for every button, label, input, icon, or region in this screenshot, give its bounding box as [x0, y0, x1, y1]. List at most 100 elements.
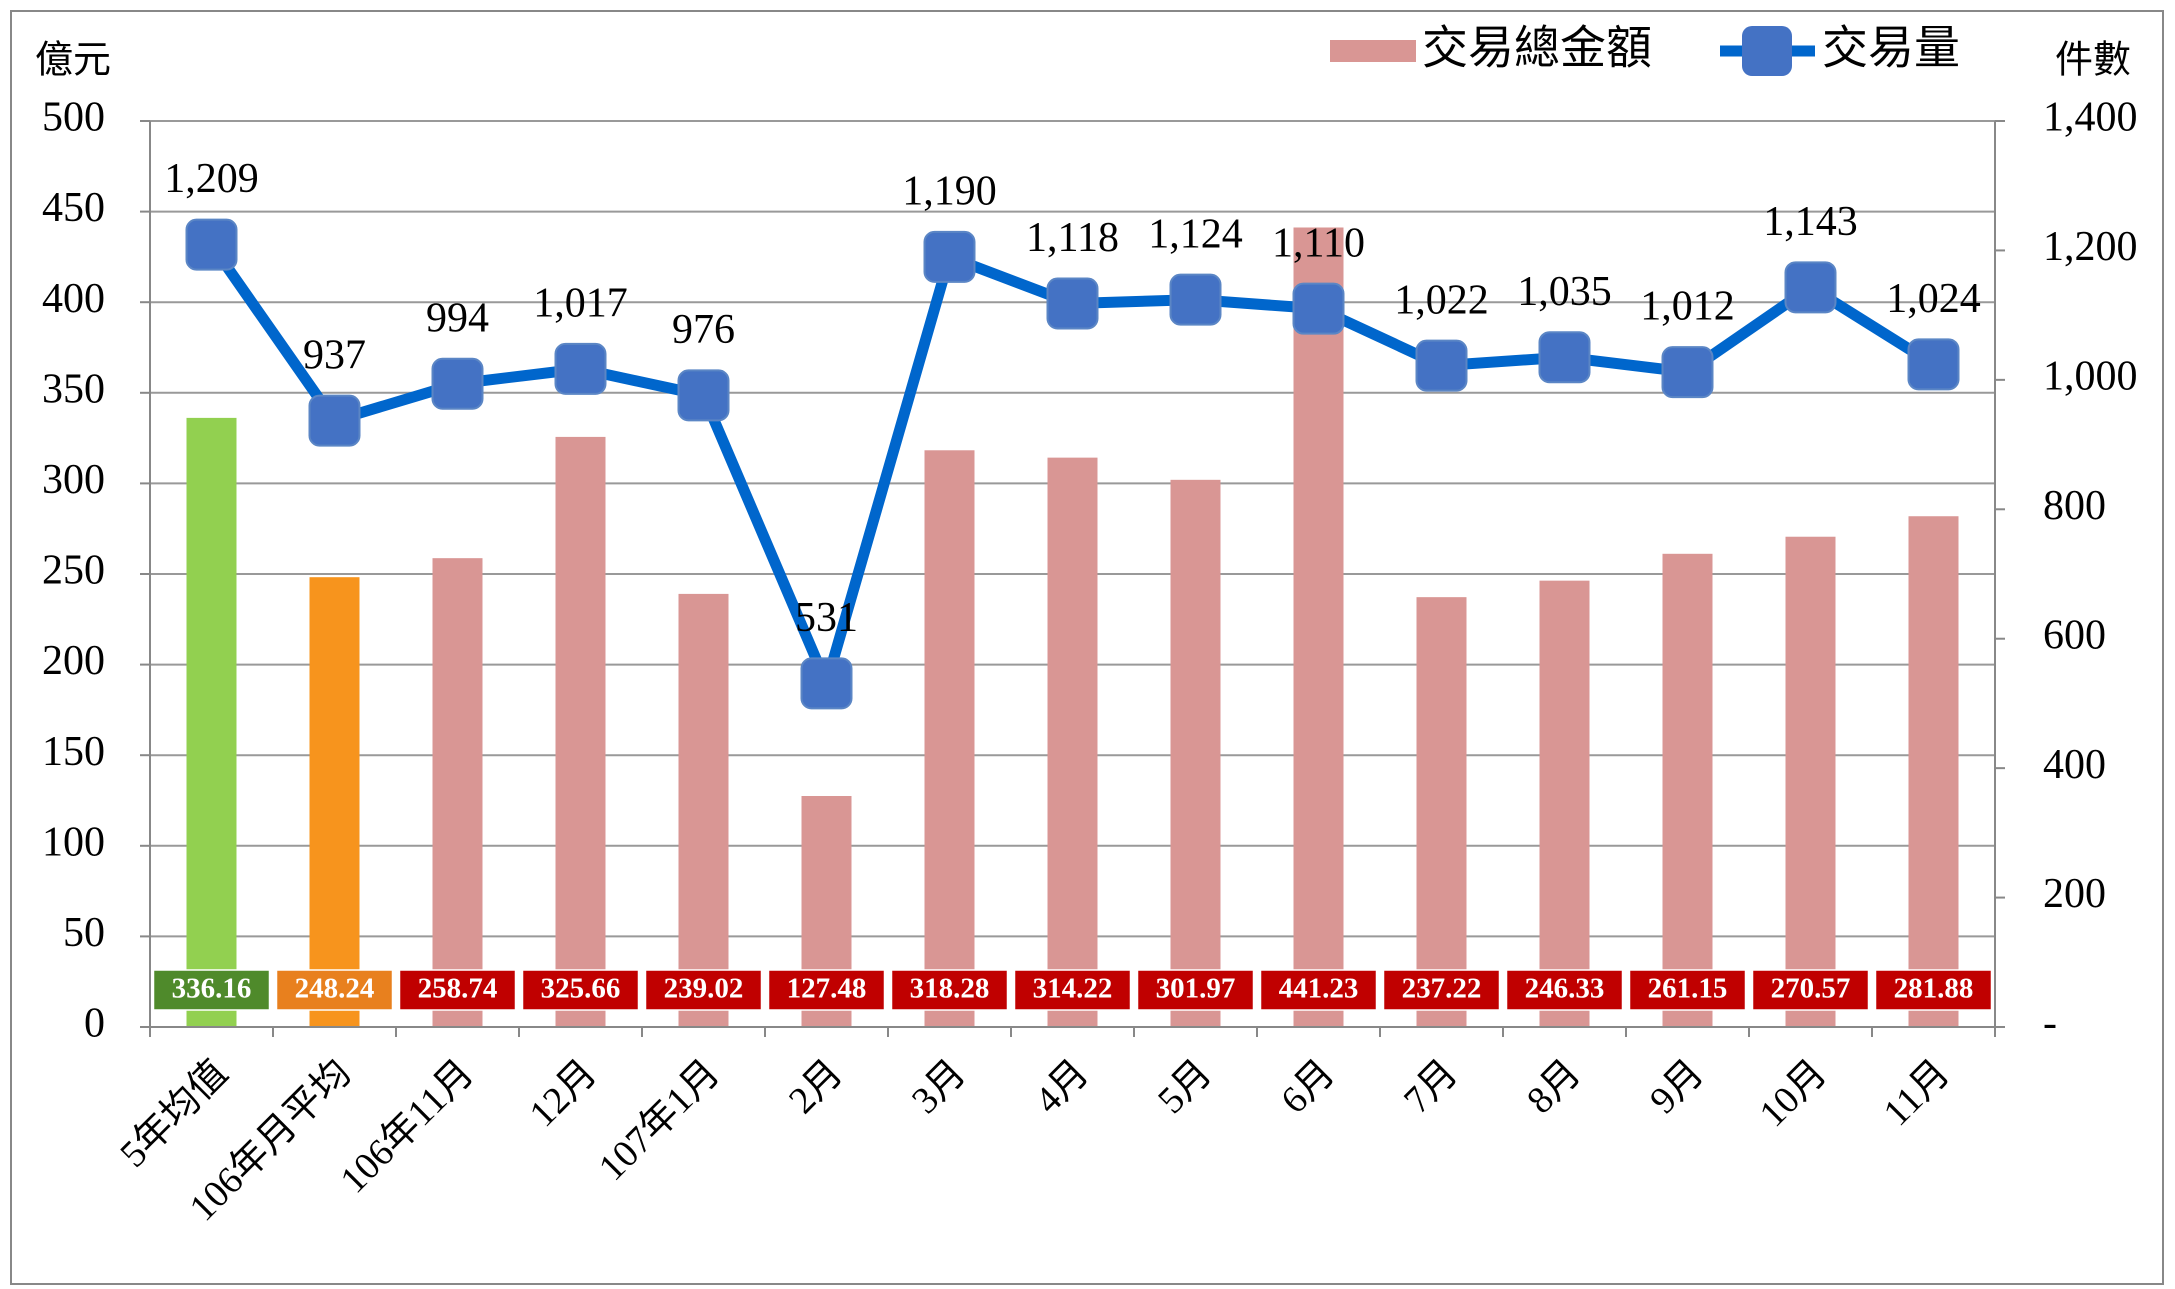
- value-label: 937: [303, 332, 366, 378]
- value-label: 325.66: [541, 973, 621, 1005]
- y2-tick-label: 200: [2043, 871, 2106, 917]
- value-label: 301.97: [1156, 973, 1236, 1005]
- value-label: 1,190: [902, 169, 997, 215]
- y2-tick-label: 1,000: [2043, 353, 2138, 399]
- value-label: 1,012: [1640, 284, 1735, 330]
- marker: [1046, 277, 1099, 330]
- marker: [1538, 331, 1591, 384]
- value-label-box: [521, 969, 640, 1011]
- value-label-box: [1751, 969, 1870, 1011]
- value-label: 1,110: [1272, 220, 1365, 266]
- marker: [923, 230, 976, 283]
- marker: [431, 357, 484, 410]
- value-label: 976: [672, 307, 735, 353]
- legend-label: 交易總金額: [1422, 23, 1652, 74]
- bar: [1539, 580, 1590, 1027]
- value-label: 441.23: [1279, 973, 1359, 1005]
- value-label: 994: [426, 295, 489, 341]
- value-label: 1,124: [1148, 211, 1243, 257]
- value-label-box: [152, 969, 271, 1011]
- value-label-box: [1259, 969, 1378, 1011]
- marker: [308, 394, 361, 447]
- bar: [678, 593, 729, 1027]
- value-label: 318.28: [910, 973, 990, 1005]
- y-tick-label: 400: [42, 276, 105, 322]
- value-label: 1,017: [533, 280, 628, 326]
- marker: [1292, 282, 1345, 335]
- value-label-box: [1136, 969, 1255, 1011]
- value-label: 1,143: [1763, 199, 1858, 245]
- bar: [309, 577, 360, 1027]
- y-tick-label: 0: [84, 1001, 105, 1047]
- value-label: 239.02: [664, 973, 744, 1005]
- value-label: 261.15: [1648, 973, 1728, 1005]
- marker: [800, 657, 853, 710]
- y-tick-label: 350: [42, 366, 105, 412]
- value-label: 258.74: [418, 973, 498, 1005]
- marker: [1415, 339, 1468, 392]
- marker: [1169, 273, 1222, 326]
- value-label-box: [1874, 969, 1993, 1011]
- y2-tick-label: 800: [2043, 483, 2106, 529]
- y-tick-label: 450: [42, 185, 105, 231]
- bar: [186, 417, 237, 1028]
- value-label: 281.88: [1894, 973, 1974, 1005]
- value-label: 314.22: [1033, 973, 1113, 1005]
- bar: [1293, 227, 1344, 1028]
- y-tick-label: 300: [42, 457, 105, 503]
- bar: [1416, 597, 1467, 1027]
- y2-axis-title: 件數: [2055, 40, 2131, 82]
- value-label: 1,022: [1394, 277, 1489, 323]
- y2-tick-label: 1,400: [2043, 95, 2138, 141]
- marker: [185, 218, 238, 271]
- value-label: 531: [795, 595, 858, 641]
- y-tick-label: 50: [63, 910, 105, 956]
- bar: [1785, 536, 1836, 1027]
- value-label: 1,209: [164, 156, 259, 202]
- bar: [1908, 516, 1959, 1027]
- y2-tick-label: -: [2043, 1001, 2057, 1047]
- marker: [677, 369, 730, 422]
- legend-label: 交易量: [1822, 23, 1960, 74]
- legend-swatch: [1330, 40, 1416, 62]
- marker: [1907, 338, 1960, 391]
- y2-tick-label: 400: [2043, 742, 2106, 788]
- marker: [1784, 261, 1837, 314]
- value-label: 336.16: [172, 973, 252, 1005]
- value-label-box: [398, 969, 517, 1011]
- value-label: 127.48: [787, 973, 867, 1005]
- marker: [554, 342, 607, 395]
- marker: [1661, 346, 1714, 399]
- value-label-box: [1628, 969, 1747, 1011]
- value-label-box: [890, 969, 1009, 1011]
- value-label: 1,035: [1517, 269, 1612, 315]
- value-label-box: [275, 969, 394, 1011]
- bar: [1662, 553, 1713, 1027]
- y-tick-label: 500: [42, 95, 105, 141]
- value-label: 246.33: [1525, 973, 1605, 1005]
- y-tick-label: 250: [42, 548, 105, 594]
- value-label-box: [1505, 969, 1624, 1011]
- bar: [924, 450, 975, 1028]
- value-label-box: [1382, 969, 1501, 1011]
- y-tick-label: 200: [42, 638, 105, 684]
- y2-tick-label: 600: [2043, 612, 2106, 658]
- y-axis-title: 億元: [35, 40, 111, 82]
- y2-tick-label: 1,200: [2043, 224, 2138, 270]
- y-tick-label: 150: [42, 729, 105, 775]
- value-label: 270.57: [1771, 973, 1851, 1005]
- legend-marker: [1742, 26, 1792, 76]
- value-label: 237.22: [1402, 973, 1482, 1005]
- value-label-box: [767, 969, 886, 1011]
- bar: [1047, 457, 1098, 1027]
- value-label-box: [1013, 969, 1132, 1011]
- bar: [1170, 479, 1221, 1028]
- y-tick-label: 100: [42, 819, 105, 865]
- value-label: 248.24: [295, 973, 375, 1005]
- value-label: 1,118: [1026, 215, 1119, 261]
- bar: [555, 436, 606, 1028]
- value-label: 1,024: [1886, 276, 1981, 322]
- bar: [432, 558, 483, 1027]
- value-label-box: [644, 969, 763, 1011]
